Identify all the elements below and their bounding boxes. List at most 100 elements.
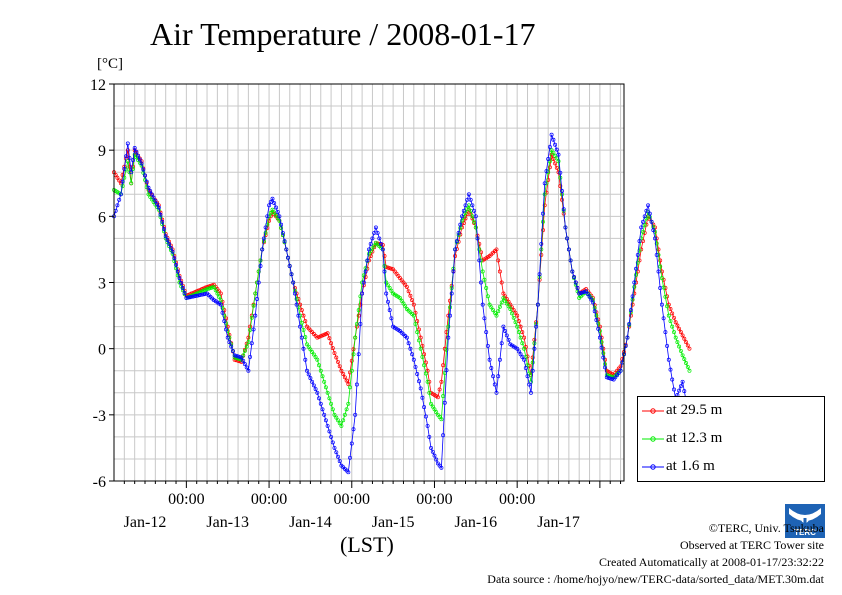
data-point xyxy=(563,225,568,230)
data-point xyxy=(472,208,477,213)
data-point xyxy=(556,152,561,157)
data-point xyxy=(687,368,692,373)
data-point xyxy=(510,311,514,316)
data-point xyxy=(418,386,423,391)
data-point xyxy=(592,309,597,314)
data-point xyxy=(635,260,640,265)
data-point xyxy=(453,247,458,252)
data-point xyxy=(320,407,325,412)
data-point xyxy=(234,353,239,358)
data-point xyxy=(423,414,428,419)
data-point xyxy=(329,341,334,346)
data-point xyxy=(672,330,676,335)
data-point xyxy=(136,153,141,158)
data-point xyxy=(442,400,447,405)
data-point xyxy=(659,276,664,281)
data-point xyxy=(487,357,492,362)
data-point xyxy=(520,354,525,359)
data-point xyxy=(487,302,492,307)
x-day-label: Jan-12 xyxy=(124,514,167,531)
data-point xyxy=(244,344,249,349)
data-point xyxy=(189,294,194,299)
data-point xyxy=(117,178,122,183)
data-point xyxy=(544,169,549,174)
chart-title: Air Temperature / 2008-01-17 xyxy=(150,16,536,52)
x-time-tick-label: 00:00 xyxy=(334,491,370,508)
data-point xyxy=(356,308,361,313)
data-point xyxy=(303,335,308,340)
data-point xyxy=(313,387,318,392)
data-point xyxy=(386,283,390,288)
data-point xyxy=(187,295,192,300)
data-point xyxy=(349,441,354,446)
data-point xyxy=(680,353,685,358)
data-point xyxy=(336,418,340,423)
data-point xyxy=(499,300,504,305)
data-point xyxy=(491,308,496,313)
data-point xyxy=(553,153,558,158)
data-point xyxy=(530,360,535,365)
data-point xyxy=(429,445,433,450)
data-point xyxy=(373,225,378,230)
data-point xyxy=(417,338,421,343)
data-point xyxy=(330,440,335,445)
data-point xyxy=(553,142,558,147)
data-point xyxy=(370,246,375,251)
data-point xyxy=(230,348,235,353)
data-point xyxy=(218,302,223,307)
data-point xyxy=(320,374,325,379)
data-point xyxy=(441,363,446,368)
data-point xyxy=(649,219,654,224)
data-point xyxy=(318,401,323,406)
data-point xyxy=(211,284,216,289)
data-point xyxy=(504,301,509,306)
data-point xyxy=(677,344,682,349)
data-point xyxy=(489,305,494,310)
data-point xyxy=(358,302,363,307)
data-point xyxy=(329,401,334,406)
data-point xyxy=(118,192,123,197)
data-point xyxy=(131,158,135,163)
data-point xyxy=(220,305,225,310)
data-point xyxy=(341,372,346,376)
data-point xyxy=(222,319,227,324)
data-point xyxy=(573,280,578,285)
data-point xyxy=(504,333,509,338)
data-point xyxy=(670,311,675,316)
data-point xyxy=(532,346,537,351)
data-point xyxy=(236,354,241,359)
data-point xyxy=(253,291,258,296)
legend-label: at 1.6 m xyxy=(666,458,715,474)
data-point xyxy=(530,368,535,373)
data-point xyxy=(458,222,463,227)
data-point xyxy=(635,252,640,257)
data-point xyxy=(646,203,651,208)
data-point xyxy=(198,293,203,297)
data-point xyxy=(280,230,285,235)
data-point xyxy=(242,362,247,367)
data-point xyxy=(225,335,230,340)
data-point xyxy=(659,302,664,307)
copyright-text: ©TERC, Univ. Tsukuba xyxy=(708,521,824,535)
data-point xyxy=(511,315,516,320)
data-point xyxy=(325,390,330,395)
data-point xyxy=(516,319,521,324)
data-point xyxy=(125,141,130,146)
data-point xyxy=(501,324,506,329)
data-point xyxy=(220,310,225,315)
data-point xyxy=(172,256,177,261)
data-point xyxy=(308,347,313,352)
data-point xyxy=(203,291,208,296)
data-point xyxy=(578,291,583,295)
data-point xyxy=(141,167,146,172)
data-point xyxy=(289,272,294,277)
data-point xyxy=(687,346,692,351)
data-point xyxy=(153,198,158,203)
data-point xyxy=(473,225,478,230)
data-point xyxy=(213,288,218,293)
data-point xyxy=(546,157,551,161)
data-point xyxy=(143,173,147,178)
data-point xyxy=(485,343,490,348)
data-point xyxy=(311,352,316,357)
